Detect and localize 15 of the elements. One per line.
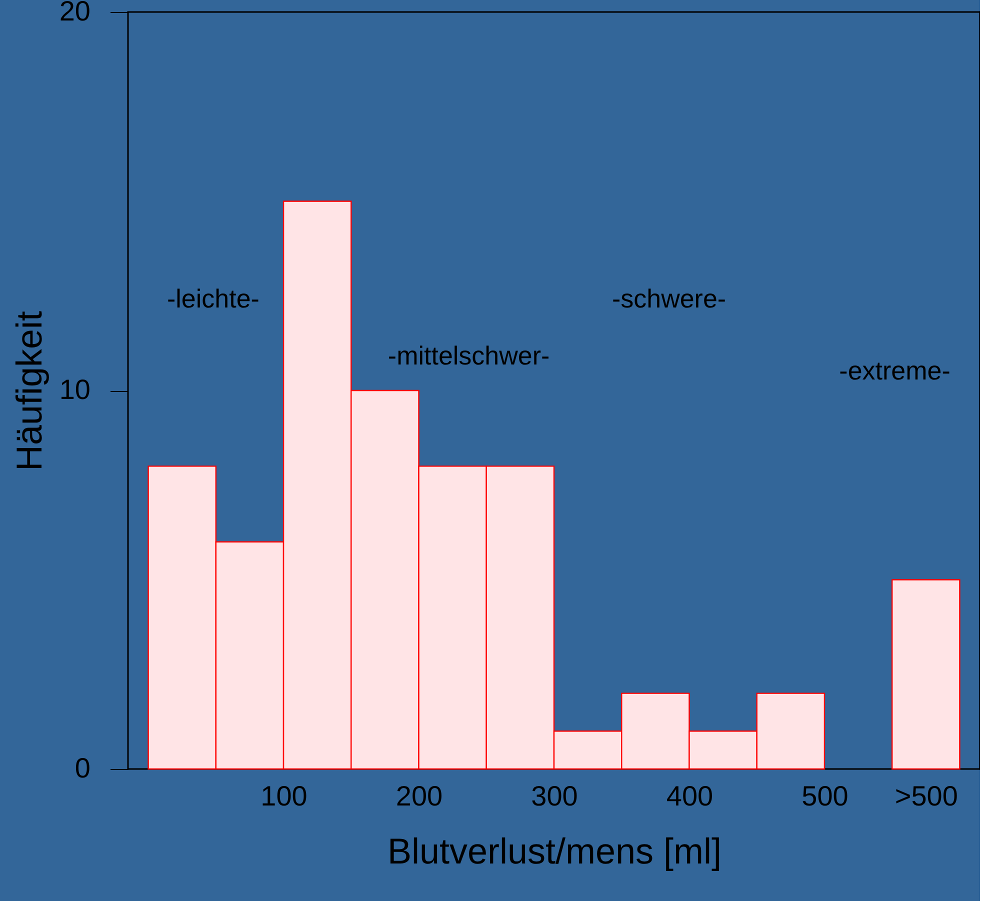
x-tick-label: 200	[396, 780, 443, 812]
annotation: -mittelschwer-	[388, 340, 550, 370]
y-tick-label: 20	[59, 0, 90, 26]
x-tick-label: 500	[802, 780, 848, 812]
x-tick-label: 300	[531, 780, 578, 812]
annotation: -schwere-	[612, 284, 726, 314]
x-tick-label: 400	[666, 780, 714, 812]
x-axis-title: Blutverlust/mens [ml]	[387, 830, 722, 872]
annotation: -leichte-	[166, 284, 260, 314]
y-axis-title: Häufigkeit	[8, 310, 50, 472]
y-tick-label: 10	[59, 374, 90, 405]
x-tick-label: 100	[260, 780, 308, 812]
annotation: -extreme-	[839, 356, 950, 386]
x-tick-label: >500	[894, 780, 958, 812]
y-tick-label: 0	[74, 752, 90, 784]
